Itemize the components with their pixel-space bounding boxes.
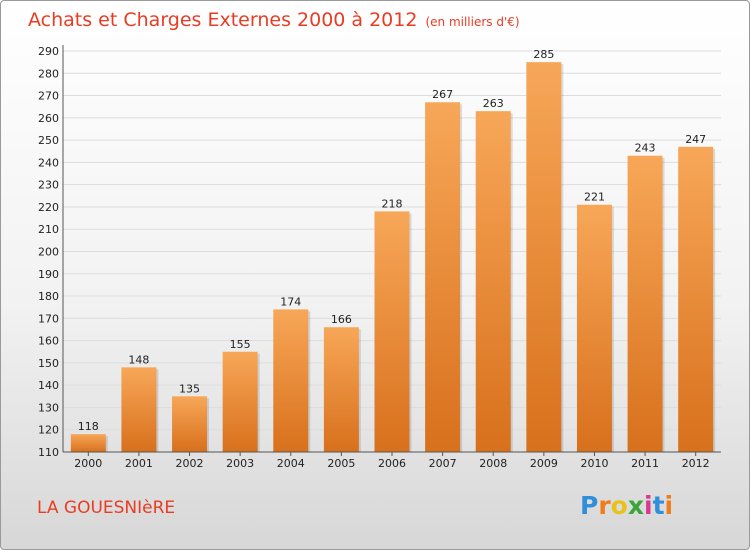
logo-letter: t <box>652 491 665 520</box>
logo-letter: P <box>580 491 599 520</box>
y-tick-label: 280 <box>38 67 59 80</box>
y-tick-label: 180 <box>38 290 59 303</box>
logo-letter: i <box>664 491 674 520</box>
x-tick-label: 2001 <box>125 457 153 470</box>
bars: 118 148 135 155 174 166 218 267 263 285 221 243 247 <box>70 48 716 453</box>
y-tick-label: 230 <box>38 179 59 192</box>
commune-name: LA GOUESNIèRE <box>37 498 176 518</box>
bar <box>678 146 714 453</box>
data-label: 243 <box>635 142 656 155</box>
x-tick-label: 2011 <box>631 457 659 470</box>
y-tick-label: 130 <box>38 401 59 414</box>
bar <box>323 327 359 452</box>
x-tick-label: 2008 <box>479 457 507 470</box>
bar <box>576 204 612 452</box>
y-tick-label: 290 <box>38 45 59 58</box>
x-tick-label: 2000 <box>74 457 102 470</box>
x-tick-label: 2004 <box>277 457 305 470</box>
data-label: 166 <box>331 313 352 326</box>
data-label: 174 <box>280 295 301 308</box>
y-tick-label: 240 <box>38 156 59 169</box>
axes: 110 120 130 140 150 160 170 180 190 200 210 220 230 2… <box>38 45 721 470</box>
data-label: 155 <box>230 338 251 351</box>
x-tick-label: 2003 <box>226 457 254 470</box>
logo-letter: i <box>644 491 653 520</box>
bar <box>172 396 208 452</box>
proxiti-logo: Proxiti <box>580 491 673 520</box>
bar <box>374 211 410 452</box>
bar <box>627 155 663 452</box>
y-tick-label: 140 <box>38 379 59 392</box>
y-tick-label: 120 <box>38 424 59 437</box>
y-tick-label: 150 <box>38 357 59 370</box>
data-label: 263 <box>483 97 504 110</box>
logo-letter: x <box>627 491 644 520</box>
data-label: 285 <box>533 48 554 61</box>
x-tick-label: 2009 <box>530 457 558 470</box>
y-tick-label: 270 <box>38 90 59 103</box>
data-label: 148 <box>128 353 149 366</box>
y-tick-label: 170 <box>38 312 59 325</box>
bar <box>475 111 511 453</box>
y-tick-label: 220 <box>38 201 59 214</box>
y-tick-label: 210 <box>38 223 59 236</box>
bar <box>70 434 106 452</box>
x-tick-label: 2005 <box>327 457 355 470</box>
data-label: 218 <box>382 197 403 210</box>
data-label: 135 <box>179 382 200 395</box>
logo-letter: r <box>598 491 611 520</box>
x-tick-label: 2012 <box>682 457 710 470</box>
y-tick-label: 260 <box>38 112 59 125</box>
bar <box>222 351 258 452</box>
y-tick-label: 160 <box>38 335 59 348</box>
bar <box>526 62 562 453</box>
logo-letter: o <box>610 491 628 520</box>
data-label: 247 <box>685 133 706 146</box>
y-tick-label: 110 <box>38 446 59 459</box>
bar <box>121 367 157 452</box>
x-tick-label: 2007 <box>429 457 457 470</box>
x-tick-label: 2002 <box>176 457 204 470</box>
data-label: 118 <box>78 420 99 433</box>
x-tick-label: 2010 <box>580 457 608 470</box>
y-tick-label: 190 <box>38 268 59 281</box>
x-tick-label: 2006 <box>378 457 406 470</box>
bar <box>425 102 461 452</box>
data-label: 267 <box>432 88 453 101</box>
bar <box>273 309 309 452</box>
data-label: 221 <box>584 191 605 204</box>
chart-title: Achats et Charges Externes 2000 à 2012 (e… <box>28 9 520 31</box>
y-tick-label: 250 <box>38 134 59 147</box>
y-tick-label: 200 <box>38 246 59 259</box>
unit-note: (en milliers d'€) <box>425 15 520 29</box>
title-main: Achats et Charges Externes 2000 à 2012 <box>28 9 418 31</box>
